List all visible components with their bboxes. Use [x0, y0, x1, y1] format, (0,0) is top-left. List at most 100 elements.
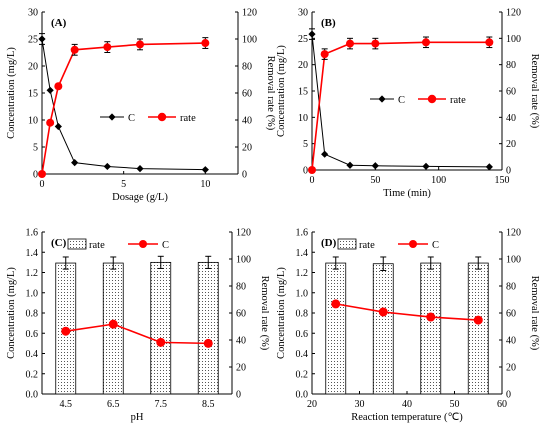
left-axis-label: Concentration (mg/L): [276, 267, 287, 359]
point-rate: [485, 38, 494, 47]
point-c: [422, 162, 430, 170]
legend-label-c: C: [432, 240, 439, 251]
right-tick-label: 80: [242, 62, 252, 73]
point-c: [46, 86, 54, 94]
left-tick-label: 15: [28, 89, 38, 100]
left-tick-label: 0.2: [26, 369, 39, 380]
point-c: [61, 326, 71, 336]
right-axis-label: Removal rate (%): [265, 56, 276, 131]
left-tick-label: 0.4: [296, 349, 309, 360]
x-tick-label: 0: [40, 179, 45, 190]
right-axis-label: Removal rate (%): [529, 276, 540, 351]
point-c: [485, 163, 493, 171]
right-tick-label: 120: [506, 228, 521, 239]
left-tick-label: 0.8: [26, 309, 39, 320]
right-tick-label: 80: [236, 282, 246, 293]
left-tick-label: 5: [303, 139, 308, 150]
left-tick-label: 0.8: [296, 309, 309, 320]
left-tick-label: 0.4: [26, 349, 39, 360]
left-tick-label: 30: [298, 8, 308, 19]
point-rate: [103, 43, 112, 52]
legend-label-rate: rate: [359, 240, 375, 251]
series-line-c: [335, 303, 479, 321]
point-c: [346, 161, 354, 169]
x-tick-label: 5: [121, 179, 126, 190]
left-tick-label: 1.6: [296, 228, 309, 239]
right-tick-label: 100: [506, 34, 521, 45]
legend-marker-rate: [427, 94, 437, 104]
left-tick-label: 30: [28, 8, 38, 19]
right-tick-label: 80: [506, 282, 516, 293]
x-axis-label: Reaction temperature (℃): [351, 412, 463, 423]
point-c: [156, 337, 166, 347]
x-axis-label: pH: [131, 412, 144, 423]
x-tick-label: 0: [310, 175, 315, 186]
point-rate: [54, 82, 63, 91]
left-tick-label: 10: [298, 113, 308, 124]
left-tick-label: 0.0: [296, 390, 309, 401]
left-tick-label: 0.0: [26, 390, 39, 401]
left-tick-label: 20: [28, 62, 38, 73]
left-axis-label: Concentration (mg/L): [276, 45, 287, 137]
right-tick-label: 120: [242, 8, 257, 19]
x-tick-label: 50: [450, 399, 460, 410]
point-c: [136, 165, 144, 173]
point-c: [108, 319, 118, 329]
point-rate: [46, 118, 55, 127]
point-rate: [346, 39, 354, 48]
series-line-c: [311, 34, 490, 168]
point-c: [426, 312, 436, 322]
chart-panel-a: 051015202530020406080100120Concentration…: [6, 8, 276, 204]
left-tick-label: 5: [33, 143, 38, 154]
chart-panel-c: 0.0 0.2 0.4 0.6 0.8 1.0 1.2 1.4 1.6 0 20 40 60 80 100 1…: [6, 228, 270, 424]
x-tick-label: 6.5: [107, 399, 120, 410]
legend-marker-c: [409, 240, 417, 248]
point-rate: [136, 40, 144, 49]
right-tick-label: 20: [506, 139, 516, 150]
point-rate: [422, 38, 430, 47]
point-rate: [70, 45, 79, 54]
legend-marker-c: [378, 95, 386, 103]
point-c: [378, 307, 388, 317]
left-tick-label: 1.2: [296, 268, 309, 279]
right-tick-label: 0: [236, 390, 241, 401]
point-c: [371, 162, 379, 170]
x-tick-label: 60: [497, 399, 507, 410]
point-c: [203, 338, 213, 348]
x-tick-label: 40: [402, 399, 412, 410]
point-c: [103, 162, 111, 171]
panel-label: (C): [51, 237, 67, 249]
left-tick-label: 1.4: [296, 248, 309, 259]
legend-label-c: C: [162, 240, 169, 251]
legend-marker-c: [108, 113, 116, 121]
right-tick-label: 40: [506, 113, 516, 124]
left-axis-label: Concentration (mg/L): [6, 47, 17, 139]
x-tick-label: 50: [370, 175, 380, 186]
left-tick-label: 0: [303, 166, 308, 177]
right-tick-label: 20: [236, 363, 246, 374]
right-tick-label: 120: [236, 228, 251, 239]
series-line-rate: [311, 41, 490, 171]
point-c: [71, 159, 79, 167]
legend-label-rate: rate: [89, 240, 105, 251]
right-tick-label: 20: [242, 143, 252, 154]
right-tick-label: 60: [236, 309, 246, 320]
x-tick-label: 150: [495, 175, 510, 186]
point-c: [54, 122, 62, 131]
panel-label: (D): [321, 237, 337, 249]
right-tick-label: 120: [506, 8, 521, 19]
point-rate: [320, 50, 329, 59]
x-axis-label: Time (min): [383, 188, 431, 199]
right-tick-label: 40: [236, 336, 246, 347]
point-rate: [371, 39, 380, 48]
series-line-c: [41, 38, 206, 171]
legend-swatch-rate: [337, 238, 357, 250]
bar: [420, 262, 442, 395]
point-c: [331, 299, 341, 309]
right-tick-label: 60: [242, 89, 252, 100]
left-tick-label: 1.0: [296, 288, 309, 299]
legend-label-c: C: [128, 113, 135, 124]
bar: [372, 263, 394, 395]
point-rate: [308, 166, 316, 174]
